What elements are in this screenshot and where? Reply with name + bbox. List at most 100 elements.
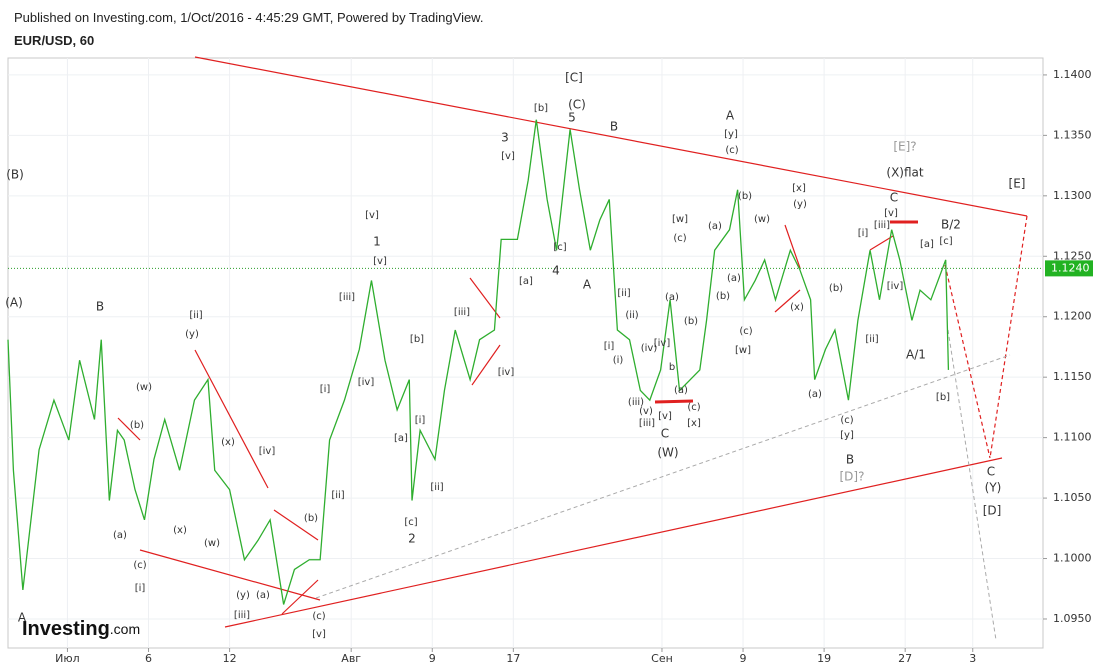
wave-label: B/2	[941, 218, 961, 232]
wave-label: [a]	[394, 433, 408, 444]
wave-label: (x)	[173, 525, 187, 536]
wave-label: [b]	[410, 334, 424, 345]
wave-label: [iii]	[874, 220, 890, 231]
wave-label: [iv]	[259, 446, 276, 457]
wave-label: A	[18, 611, 27, 625]
x-tick-label: 19	[817, 652, 831, 665]
wave-label: (i)	[613, 355, 624, 366]
wave-label: [ii]	[331, 490, 344, 501]
wave-label: [y]	[840, 430, 854, 441]
wave-label: (a)	[708, 221, 722, 232]
wave-label: (c)	[133, 560, 146, 571]
wave-label: [ii]	[865, 334, 878, 345]
wave-label: [C]	[565, 71, 583, 85]
wave-label: [ii]	[189, 310, 202, 321]
wave-label: (b)	[684, 316, 698, 327]
wave-label: [v]	[501, 151, 515, 162]
wave-label: (c)	[725, 145, 738, 156]
wave-label: [ii]	[430, 482, 443, 493]
x-tick-label: 6	[145, 652, 152, 665]
x-tick-label: 9	[740, 652, 747, 665]
wave-label: (iii)	[628, 397, 644, 408]
wave-label: 3	[501, 131, 509, 145]
wave-label: [a]	[920, 239, 934, 250]
wave-label: [ii]	[617, 288, 630, 299]
wave-label: [iii]	[454, 307, 470, 318]
wave-label: 4	[552, 264, 560, 278]
wave-label: (iv)	[641, 343, 658, 354]
x-tick-label: Сен	[651, 652, 673, 665]
y-tick-label: 1.1200	[1053, 310, 1092, 323]
plot-frame	[7, 57, 1044, 649]
y-tick-label: 1.1150	[1053, 370, 1092, 383]
wave-label: A	[583, 278, 592, 292]
price-line	[7, 119, 950, 605]
wave-label: (w)	[136, 382, 152, 393]
trend-lines	[117, 56, 1028, 628]
wave-label: 2	[408, 532, 416, 546]
wave-label: B	[610, 120, 618, 134]
last-price-box	[1045, 260, 1093, 277]
y-tick-label: 1.1300	[1053, 189, 1092, 202]
wave-label: [i]	[320, 384, 331, 395]
wave-label: [iv]	[498, 367, 515, 378]
wave-label: [c]	[404, 517, 417, 528]
y-tick-label: 1.1000	[1053, 552, 1092, 565]
x-tick-label: 3	[969, 652, 976, 665]
wave-label: (Y)	[985, 481, 1002, 495]
wave-label: [v]	[373, 256, 387, 267]
wave-label: [iv]	[654, 338, 671, 349]
wave-label: [D]	[983, 504, 1002, 518]
wave-label: (a)	[674, 385, 688, 396]
y-tick-label: 1.1400	[1053, 68, 1092, 81]
wave-label: [iv]	[887, 281, 904, 292]
wave-label: (b)	[738, 191, 752, 202]
wave-label: [i]	[415, 415, 426, 426]
wave-label: (b)	[716, 291, 730, 302]
wave-label: (b)	[304, 513, 318, 524]
wave-label: [b]	[534, 103, 548, 114]
wave-label: [D]?	[840, 470, 865, 484]
wave-label: [y]	[724, 129, 738, 140]
wave-label: (C)	[568, 98, 586, 112]
wave-label: (v)	[639, 406, 653, 417]
wave-label: [v]	[658, 411, 672, 422]
wave-label: [iii]	[234, 610, 250, 621]
wave-label: (B)	[6, 168, 24, 182]
wave-label: [i]	[135, 583, 146, 594]
x-tick-label: 12	[223, 652, 237, 665]
wave-label: A/1	[906, 348, 926, 362]
wave-label: [i]	[604, 341, 615, 352]
wave-label: [c]	[553, 242, 566, 253]
wave-label: (a)	[256, 590, 270, 601]
wave-label: b	[669, 362, 675, 373]
x-tick-label: 17	[506, 652, 520, 665]
y-tick-label: 1.1350	[1053, 128, 1092, 141]
wave-label: (w)	[204, 538, 220, 549]
wave-label: (c)	[687, 402, 700, 413]
wave-label: (x)	[790, 302, 804, 313]
x-tick-label: 9	[429, 652, 436, 665]
wave-label: (a)	[808, 389, 822, 400]
y-tick-label: 1.0950	[1053, 612, 1092, 625]
wave-label: (w)	[754, 214, 770, 225]
wave-label: [iii]	[639, 418, 655, 429]
wave-label: [w]	[735, 345, 751, 356]
wave-label: B	[96, 300, 104, 314]
wave-label: (c)	[312, 611, 325, 622]
wave-label: C	[987, 465, 995, 479]
wave-label: (y)	[185, 329, 199, 340]
wave-label: [iii]	[339, 292, 355, 303]
wave-label: [a]	[519, 276, 533, 287]
wave-label: (y)	[793, 199, 807, 210]
logo: Investing.com	[22, 618, 140, 640]
x-tick-label: Авг	[341, 652, 361, 665]
wave-label: 5	[568, 111, 576, 125]
wave-label: [E]?	[893, 140, 916, 154]
wave-label: [w]	[672, 214, 688, 225]
wave-label: (a)	[727, 273, 741, 284]
wave-label: C	[890, 191, 898, 205]
wave-label: [x]	[687, 418, 701, 429]
